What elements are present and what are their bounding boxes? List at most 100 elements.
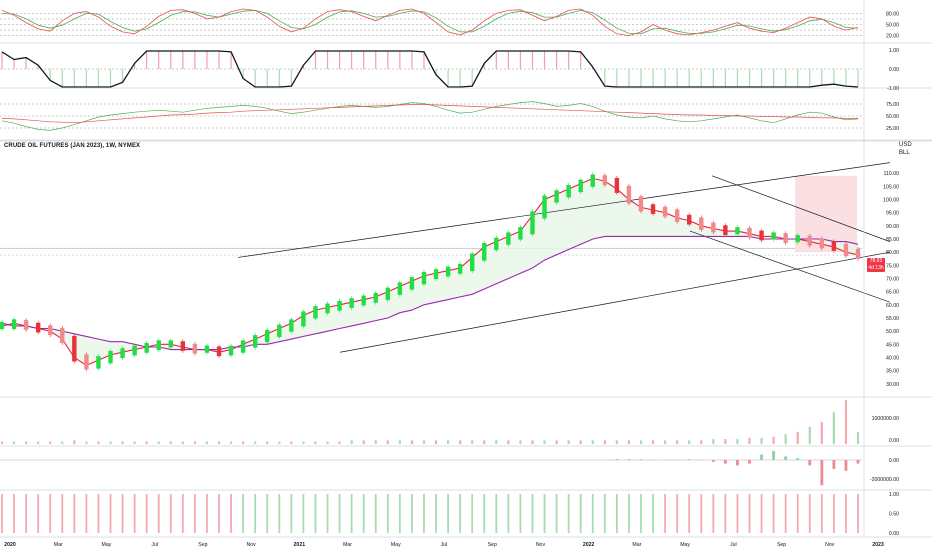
candle-body: [241, 340, 245, 352]
candle-body: [398, 282, 402, 294]
volume-bar: [676, 440, 678, 444]
candle-body: [591, 174, 595, 186]
stoch-tick-label: 80.00: [886, 11, 899, 17]
trend-state-stripe: [773, 494, 775, 533]
trend-state-stripe: [73, 494, 75, 533]
x-tick-label: Mar: [54, 542, 63, 548]
volume-bar: [49, 442, 51, 444]
candle-body: [579, 180, 583, 192]
candle-body: [181, 341, 185, 351]
trend-state-stripe: [327, 494, 329, 533]
volume-bar: [266, 442, 268, 444]
oi-bar: [796, 458, 799, 460]
candle-body: [108, 351, 112, 363]
descending-lower-line: [690, 231, 890, 302]
trend-state-stripe: [749, 494, 751, 533]
trend-state-stripe: [507, 494, 509, 533]
volume-bar: [326, 442, 328, 444]
volume-tick-label: 1000000.00: [872, 416, 900, 422]
bar-countdown: 4d 13h: [867, 265, 885, 272]
volume-bar: [121, 442, 123, 444]
volume-bar: [170, 442, 172, 444]
volume-bar: [387, 440, 389, 444]
oi-bar: [784, 456, 787, 460]
chart-title: CRUDE OIL FUTURES (JAN 2023), 1W, NYMEX: [4, 143, 140, 149]
candle-body: [84, 354, 88, 369]
trend-state-stripe: [61, 494, 63, 533]
trend-state-stripe: [700, 494, 702, 533]
trend-state-stripe: [37, 494, 39, 533]
ma-cloud: [2, 178, 858, 365]
candle-body: [60, 328, 64, 343]
volume-bar: [592, 440, 594, 444]
trend-state-stripe: [761, 494, 763, 533]
trend-state-stripe: [387, 494, 389, 533]
trend-tick-label: 0.00: [889, 531, 899, 537]
trend-state-stripe: [616, 494, 618, 533]
candle-body: [506, 232, 510, 244]
volume-bar: [109, 442, 111, 444]
price-tick-label: 90.00: [886, 224, 899, 230]
volume-bar: [61, 442, 63, 444]
volume-bar: [724, 439, 726, 444]
oi-tick-label: 0.00: [889, 458, 899, 464]
volume-bar: [363, 440, 365, 444]
x-tick-label: Jul: [151, 542, 158, 548]
volume-bar: [712, 439, 714, 444]
oi-bar: [712, 460, 715, 462]
candle-body: [759, 231, 763, 241]
volume-bar: [785, 434, 787, 444]
trend-state-stripe: [628, 494, 630, 533]
candle-body: [325, 304, 329, 314]
candle-body: [651, 204, 655, 214]
rsi-signal-line: [2, 105, 858, 123]
price-tick-label: 40.00: [886, 356, 899, 362]
volume-bar: [182, 442, 184, 444]
trend-state-stripe: [785, 494, 787, 533]
candle-body: [783, 233, 787, 243]
x-tick-label: Nov: [536, 542, 546, 548]
oi-tick-label: -2000000.00: [870, 477, 899, 483]
candle-body: [639, 196, 643, 211]
volume-bar: [568, 440, 570, 444]
trend-state-stripe: [351, 494, 353, 533]
trend-state-stripe: [315, 494, 317, 533]
volume-bar: [821, 422, 823, 444]
candle-body: [627, 186, 631, 204]
volume-bar: [254, 442, 256, 444]
trend-state-stripe: [110, 494, 112, 533]
volume-bar: [688, 440, 690, 444]
candle-body: [337, 301, 341, 311]
volume-bar: [459, 440, 461, 444]
x-tick-label: Sep: [198, 542, 207, 548]
trend-state-stripe: [1, 494, 3, 533]
candle-body: [289, 319, 293, 331]
candle-body: [675, 210, 679, 222]
trend-state-stripe: [495, 494, 497, 533]
fast-moving-average: [2, 178, 858, 365]
candle-body: [856, 249, 860, 259]
price-tick-label: 60.00: [886, 303, 899, 309]
trend-state-stripe: [797, 494, 799, 533]
trend-state-stripe: [266, 494, 268, 533]
trend-state-stripe: [411, 494, 413, 533]
volume-bar: [13, 442, 15, 444]
x-tick-label: Sep: [488, 542, 497, 548]
candle-body: [277, 325, 281, 337]
trend-state-stripe: [447, 494, 449, 533]
candle-body: [723, 225, 727, 235]
volume-bar: [700, 440, 702, 444]
candle-body: [554, 190, 558, 202]
volume-bar: [302, 442, 304, 444]
last-price-badge[interactable]: 78.93 4d 13h: [867, 258, 885, 272]
rsi-tick-label: 50.00: [886, 114, 899, 120]
trend-state-stripe: [194, 494, 196, 533]
candle-body: [699, 217, 703, 229]
oi-bar: [700, 459, 703, 460]
oi-bar: [640, 459, 643, 460]
trend-state-stripe: [580, 494, 582, 533]
candle-body: [120, 348, 124, 358]
oi-bar: [615, 459, 618, 460]
